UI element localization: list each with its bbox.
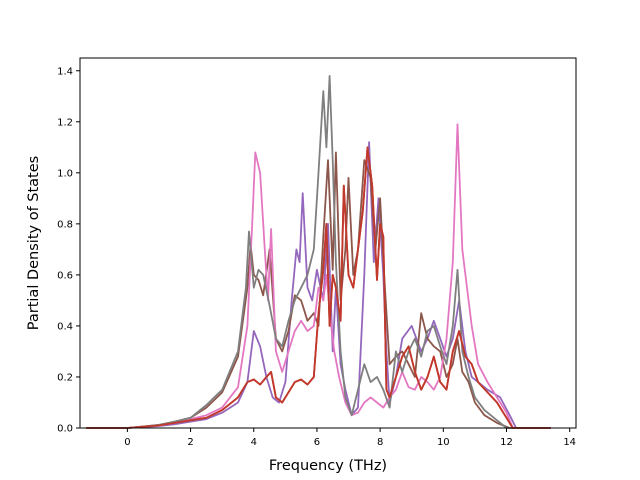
y-axis-title: Partial Density of States xyxy=(26,156,42,330)
y-tick-label: 0.0 xyxy=(57,424,73,435)
y-tick-label: 1.4 xyxy=(57,66,73,77)
x-tick-label: 8 xyxy=(377,437,383,448)
series-line-4 xyxy=(86,123,551,429)
y-tick-label: 1.2 xyxy=(57,117,73,128)
x-axis-ticks: 0 2 4 6 8 10 12 14 xyxy=(124,428,576,448)
series-layer xyxy=(86,75,551,429)
x-tick-label: 12 xyxy=(500,437,513,448)
series-line-3 xyxy=(86,151,551,429)
x-tick-label: 14 xyxy=(563,437,576,448)
series-line-6 xyxy=(86,146,551,429)
plot-frame xyxy=(79,57,577,429)
y-tick-label: 0.2 xyxy=(57,372,73,383)
x-tick-label: 6 xyxy=(314,437,320,448)
x-tick-label: 2 xyxy=(187,437,193,448)
y-tick-label: 0.8 xyxy=(57,219,73,230)
y-axis-ticks: 0.0 0.2 0.4 0.6 0.8 1.0 1.2 1.4 xyxy=(57,66,80,435)
x-tick-label: 10 xyxy=(437,437,450,448)
y-tick-label: 0.6 xyxy=(57,270,73,281)
x-axis-title: Frequency (THz) xyxy=(269,458,387,474)
series-line-5 xyxy=(86,75,551,429)
x-tick-label: 0 xyxy=(124,437,130,448)
y-tick-label: 1.0 xyxy=(57,168,73,179)
x-tick-label: 4 xyxy=(251,437,257,448)
y-tick-label: 0.4 xyxy=(57,321,73,332)
